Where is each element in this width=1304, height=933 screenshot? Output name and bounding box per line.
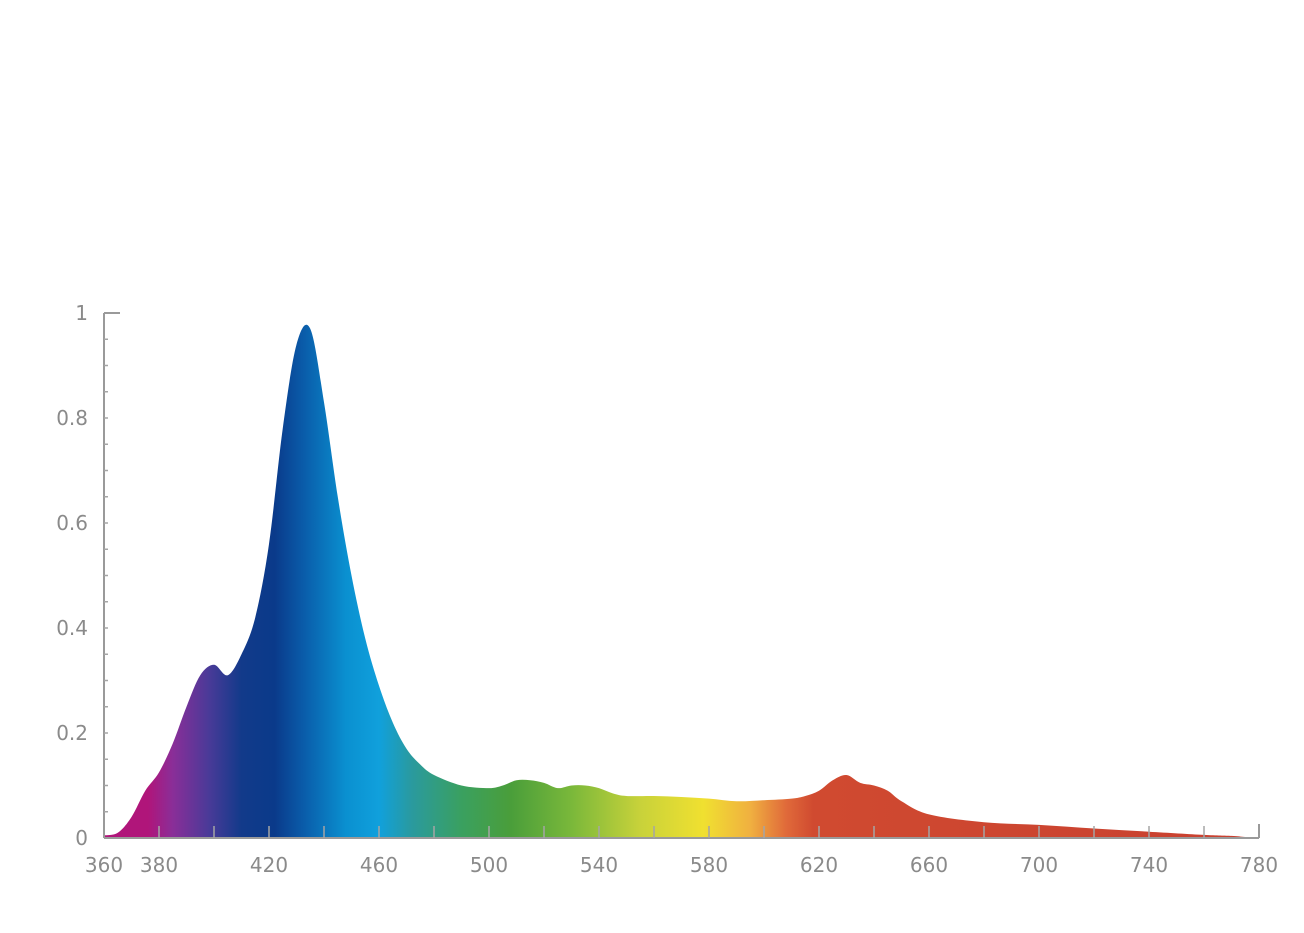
- minor-ticks: [104, 338, 1205, 838]
- y-tick-label: 0: [75, 826, 88, 850]
- x-tick-label: 360: [85, 853, 123, 877]
- x-tick-label: 700: [1020, 853, 1058, 877]
- x-tick-label: 780: [1240, 853, 1278, 877]
- x-tick-label: 620: [800, 853, 838, 877]
- x-tick-labels: 360 380 420 460 500 540 580 620 660 700 740 780: [85, 853, 1278, 877]
- y-tick-label: 0.4: [56, 616, 88, 640]
- x-tick-label: 740: [1130, 853, 1168, 877]
- x-tick-label: 500: [470, 853, 508, 877]
- x-tick-label: 540: [580, 853, 618, 877]
- y-tick-label: 0.8: [56, 406, 88, 430]
- y-tick-label: 1: [75, 301, 88, 325]
- x-tick-label: 580: [690, 853, 728, 877]
- y-tick-labels: 0 0.2 0.4 0.6 0.8 1: [56, 301, 88, 850]
- x-tick-label: 460: [360, 853, 398, 877]
- y-tick-label: 0.6: [56, 511, 88, 535]
- x-tick-label: 420: [250, 853, 288, 877]
- y-tick-label: 0.2: [56, 721, 88, 745]
- x-tick-label: 660: [910, 853, 948, 877]
- x-tick-label: 380: [140, 853, 178, 877]
- spectrum-area: [104, 324, 1259, 838]
